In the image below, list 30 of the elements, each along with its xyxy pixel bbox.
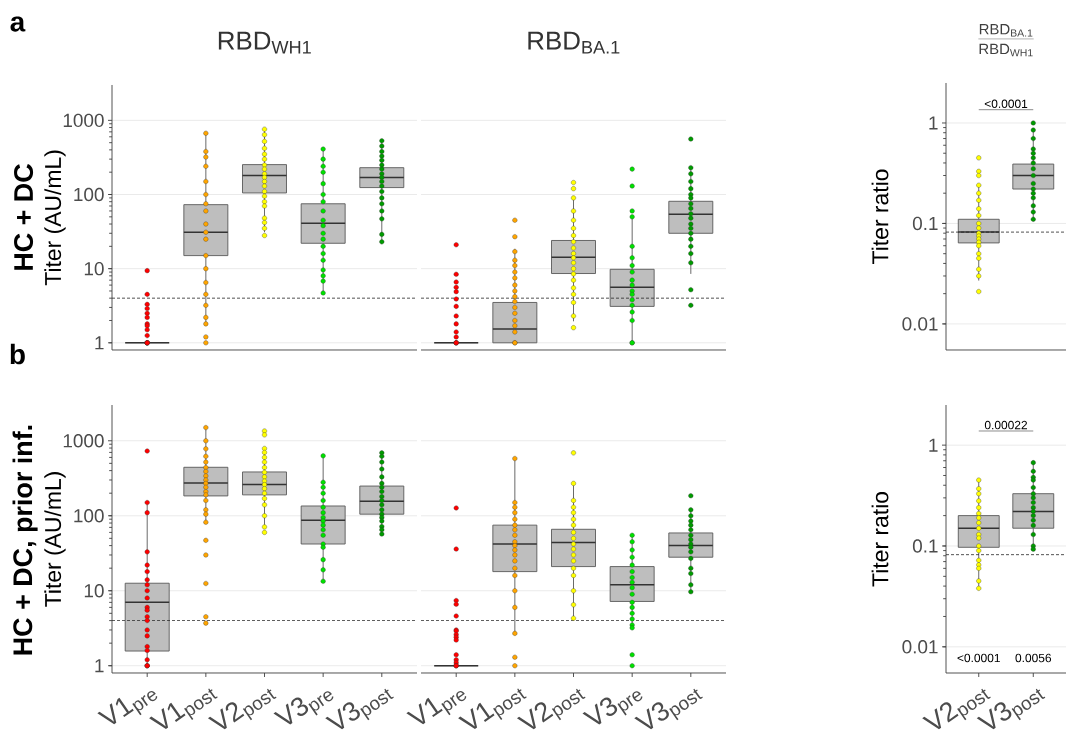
- y-tick-label: 0.01: [902, 317, 938, 331]
- y-tick-label: 1: [929, 116, 938, 130]
- y-tick-label: 100: [74, 509, 104, 523]
- y-tick-label: 1: [95, 336, 104, 350]
- text: a: [10, 16, 26, 32]
- y-tick-label: 10: [84, 584, 104, 598]
- y-tick-label: 0.01: [902, 640, 938, 654]
- y-axis-title: Titer (AU/mL): [44, 472, 66, 607]
- y-tick-label: 10: [84, 261, 104, 276]
- text: HC + DC: [14, 164, 34, 270]
- chart-title: RBD$_{BA.1}$: [979, 24, 1033, 37]
- chart-title: RBD$_{BA.1}$: [528, 31, 620, 54]
- chart-subtitle: RBD$_{WH1}$: [979, 43, 1033, 57]
- y-axis-title: Titer ratio: [871, 169, 889, 264]
- y-tick-label: 0.1: [912, 539, 938, 553]
- chart-title: RBD$_{WH1}$: [218, 31, 311, 54]
- annotation: 0.0056: [1015, 653, 1052, 663]
- y-tick-label: 1000: [63, 113, 104, 128]
- y-tick-label: 1000: [63, 434, 104, 448]
- text: b: [10, 343, 25, 365]
- y-axis-title: Titer ratio: [871, 492, 889, 587]
- y-tick-label: 100: [74, 187, 104, 202]
- text: HC + DC, prior inf.: [12, 425, 38, 655]
- annotation: <0.0001: [984, 99, 1028, 108]
- y-tick-label: 1: [95, 659, 104, 673]
- y-axis-title: Titer (AU/mL): [44, 150, 66, 286]
- y-tick-label: 0.1: [912, 216, 938, 231]
- y-tick-label: 1: [929, 438, 938, 452]
- annotation: <0.0001: [957, 653, 1000, 663]
- annotation: 0.00022: [984, 420, 1028, 430]
